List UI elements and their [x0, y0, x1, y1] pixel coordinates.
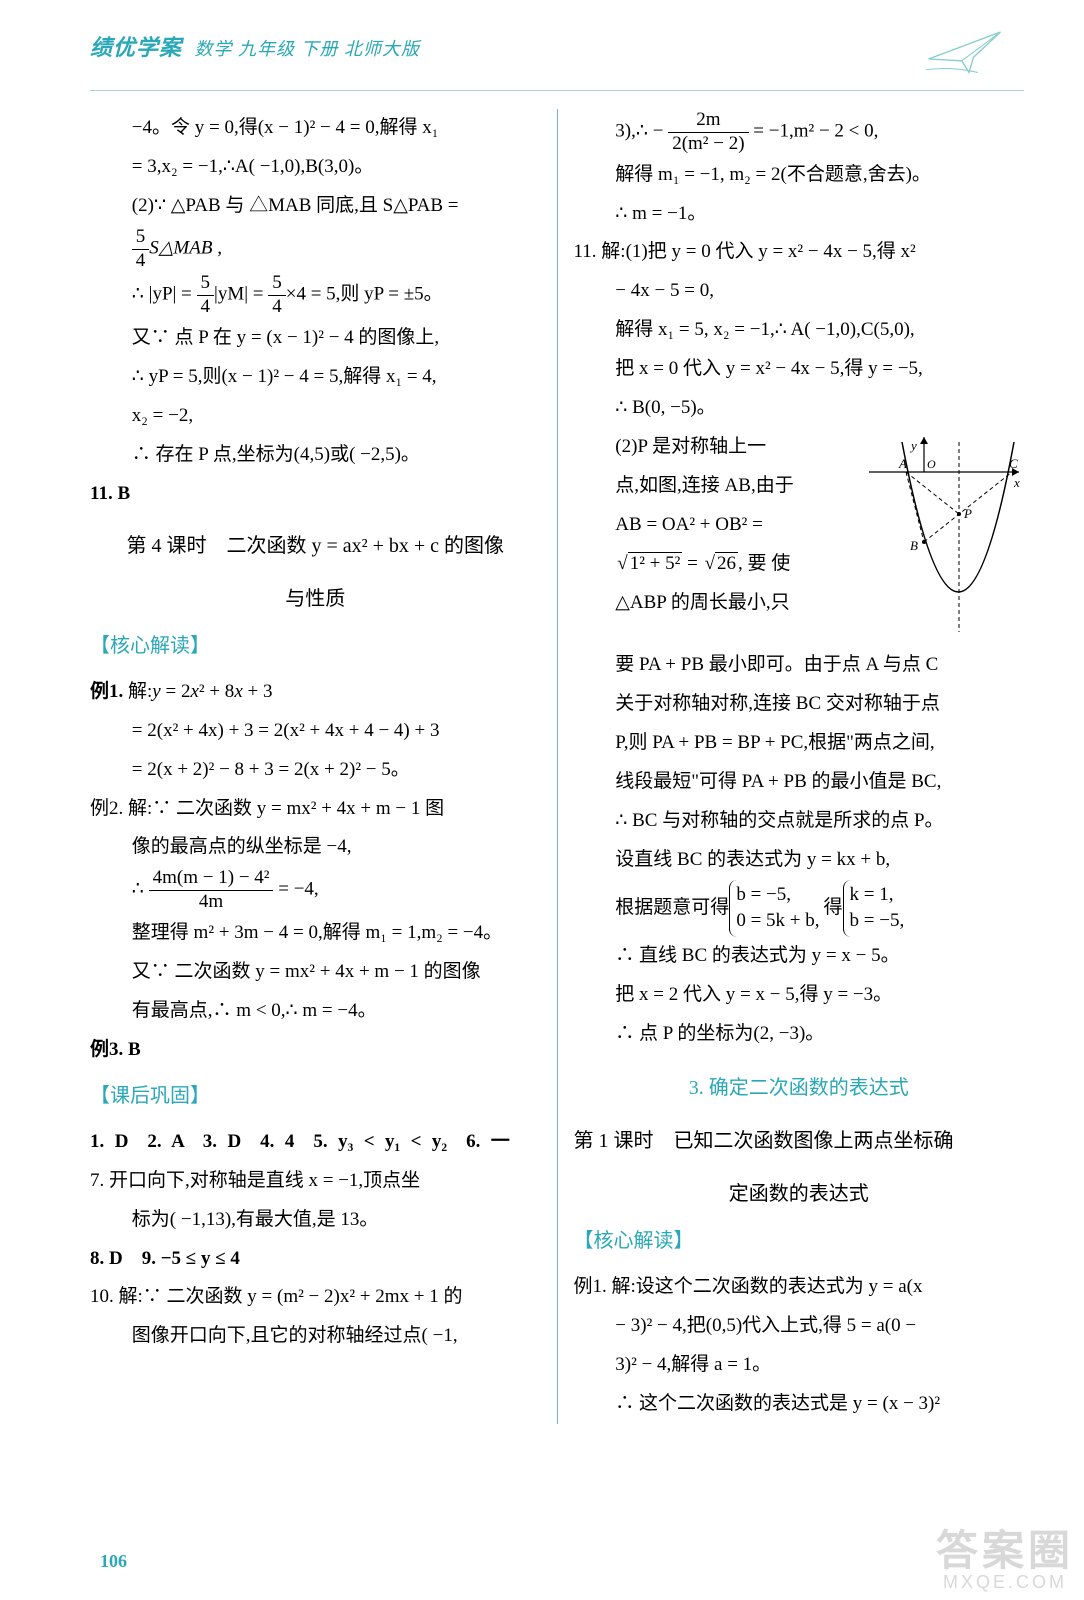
watermark-url: MXQE.COM [936, 1572, 1074, 1594]
svg-text:x: x [1013, 475, 1020, 490]
section-title: 【核心解读】 [574, 1221, 1025, 1262]
text-line: ∴ 点 P 的坐标为(2, −3)。 [574, 1015, 1025, 1054]
text-line: 线段最短"可得 PA + PB 的最小值是 BC, [574, 763, 1025, 802]
text-line: ∴ yP = 5,则(x − 1)² − 4 = 5,解得 x₁ = 4, [90, 358, 541, 397]
text-line: 图像开口向下,且它的对称轴经过点( −1, [90, 1317, 541, 1356]
example-line: 例1. 例1. 解:y = 2x² + 8x + 3解:y = 2x² + 8x… [90, 673, 541, 712]
text-line: 解得 m₁ = −1, m₂ = 2(不合题意,舍去)。 [574, 156, 1025, 195]
lesson-heading: 与性质 [90, 579, 541, 620]
page-header: 绩优学案 数学 九年级 下册 北师大版 [90, 30, 1024, 91]
text-line: 根据题意可得b = −5,0 = 5k + b,得k = 1,b = −5, [574, 880, 1025, 937]
chapter-heading: 3. 确定二次函数的表达式 [574, 1068, 1025, 1109]
text-line: ∴ BC 与对称轴的交点就是所求的点 P。 [574, 802, 1025, 841]
text-line: 标为( −1,13),有最大值,是 13。 [90, 1201, 541, 1240]
page: 绩优学案 数学 九年级 下册 北师大版 −4。令 y = 0,得(x − 1)²… [0, 0, 1084, 1600]
text-line: 3),∴ − 2m2(m² − 2) = −1,m² − 2 < 0, [574, 109, 1025, 156]
paper-plane-icon [924, 20, 1014, 80]
text-line: −4。令 y = 0,得(x − 1)² − 4 = 0,解得 x₁ [90, 109, 541, 148]
watermark-text: 答案圈 [936, 1530, 1074, 1572]
text-line: ∴ 这个二次函数的表达式是 y = (x − 3)² [574, 1385, 1025, 1424]
text-line: = 2(x + 2)² − 8 + 3 = 2(x + 2)² − 5。 [90, 751, 541, 790]
text-line: − 4x − 5 = 0, [574, 272, 1025, 311]
text-line: 54S△MAB , [90, 226, 541, 273]
text-line: = 3,x₂ = −1,∴A( −1,0),B(3,0)。 [90, 148, 541, 187]
text-line: x₂ = −2, [90, 397, 541, 436]
text-line: = 2(x² + 4x) + 3 = 2(x² + 4x + 4 − 4) + … [90, 712, 541, 751]
text-line: 像的最高点的纵坐标是 −4, [90, 828, 541, 867]
text-line: 有最高点,∴ m < 0,∴ m = −4。 [90, 992, 541, 1031]
text-line: ∴ 直线 BC 的表达式为 y = x − 5。 [574, 937, 1025, 976]
section-title: 【课后巩固】 [90, 1076, 541, 1117]
answer-item: 7. 开口向下,对称轴是直线 x = −1,顶点坐 [90, 1162, 541, 1201]
content-columns: −4。令 y = 0,得(x − 1)² − 4 = 0,解得 x₁ = 3,x… [90, 109, 1024, 1424]
brand-name: 绩优学案 [90, 35, 182, 60]
example-line: 例2. 解:∵ 二次函数 y = mx² + 4x + m − 1 图 [90, 790, 541, 829]
left-column: −4。令 y = 0,得(x − 1)² − 4 = 0,解得 x₁ = 3,x… [90, 109, 558, 1424]
text-line: ∴ m = −1。 [574, 195, 1025, 234]
svg-text:B: B [910, 538, 918, 553]
parabola-diagram: x y O A C B P [864, 432, 1024, 642]
answer-item: 10. 解:∵ 二次函数 y = (m² − 2)x² + 2mx + 1 的 [90, 1278, 541, 1317]
wrap-block: x y O A C B P (2)P 是对称轴上 [574, 428, 1025, 623]
text-line: ∴ |yP| = 54|yM| = 54×4 = 5,则 yP = ±5。 [90, 272, 541, 319]
text-line: 3)² − 4,解得 a = 1。 [574, 1346, 1025, 1385]
text-line: 又∵ 二次函数 y = mx² + 4x + m − 1 的图像 [90, 953, 541, 992]
watermark: 答案圈 MXQE.COM [936, 1530, 1074, 1594]
lesson-heading: 定函数的表达式 [574, 1174, 1025, 1215]
answer-row: 1. D 2. A 3. D 4. 4 5. y₃ < y₁ < y₂ 6. 一 [90, 1123, 541, 1162]
answer-item: 11. 解:(1)把 y = 0 代入 y = x² − 4x − 5,得 x² [574, 233, 1025, 272]
text-line: 整理得 m² + 3m − 4 = 0,解得 m₁ = 1,m₂ = −4。 [90, 914, 541, 953]
text-line: ∴ B(0, −5)。 [574, 389, 1025, 428]
text-line: 要 PA + PB 最小即可。由于点 A 与点 C [574, 646, 1025, 685]
example-line: 例3. B [90, 1031, 541, 1070]
header-subject: 数学 九年级 下册 北师大版 [195, 39, 421, 59]
text-line: 又∵ 点 P 在 y = (x − 1)² − 4 的图像上, [90, 319, 541, 358]
text-line: − 3)² − 4,把(0,5)代入上式,得 5 = a(0 − [574, 1307, 1025, 1346]
text-line: (2)∵ △PAB 与 △MAB 同底,且 S△PAB = [90, 187, 541, 226]
answer-row: 8. D 9. −5 ≤ y ≤ 4 [90, 1240, 541, 1279]
text-line: 把 x = 0 代入 y = x² − 4x − 5,得 y = −5, [574, 350, 1025, 389]
text-line: ∴ 存在 P 点,坐标为(4,5)或( −2,5)。 [90, 436, 541, 475]
header-title: 绩优学案 数学 九年级 下册 北师大版 [90, 35, 420, 60]
text-line: 把 x = 2 代入 y = x − 5,得 y = −3。 [574, 976, 1025, 1015]
svg-text:A: A [898, 456, 907, 471]
svg-text:O: O [927, 457, 936, 471]
section-title: 【核心解读】 [90, 626, 541, 667]
svg-text:C: C [1009, 456, 1018, 471]
text-line: ∴ 4m(m − 1) − 4²4m = −4, [90, 867, 541, 914]
lesson-heading: 第 4 课时 二次函数 y = ax² + bx + c 的图像 [90, 526, 541, 567]
text-line: 设直线 BC 的表达式为 y = kx + b, [574, 841, 1025, 880]
right-column: 3),∴ − 2m2(m² − 2) = −1,m² − 2 < 0, 解得 m… [558, 109, 1025, 1424]
svg-text:P: P [963, 506, 972, 521]
lesson-heading: 第 1 课时 已知二次函数图像上两点坐标确 [574, 1121, 1025, 1162]
page-number: 106 [100, 1551, 127, 1572]
text-line: 解得 x₁ = 5, x₂ = −1,∴ A( −1,0),C(5,0), [574, 311, 1025, 350]
example-line: 例1. 解:设这个二次函数的表达式为 y = a(x [574, 1268, 1025, 1307]
svg-text:y: y [909, 438, 917, 453]
text-line: P,则 PA + PB = BP + PC,根据"两点之间, [574, 724, 1025, 763]
text-line: 关于对称轴对称,连接 BC 交对称轴于点 [574, 685, 1025, 724]
answer-item: 11. B [90, 475, 541, 514]
